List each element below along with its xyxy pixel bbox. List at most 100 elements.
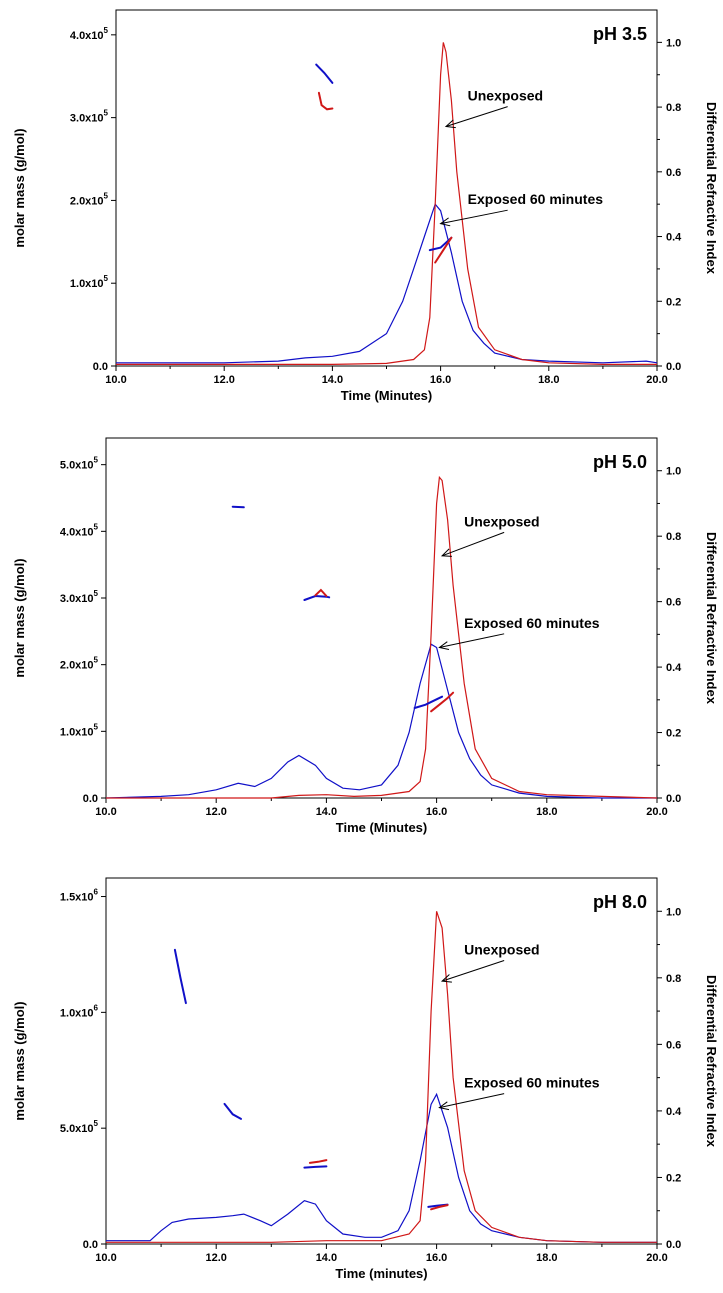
annotation-arrowhead bbox=[440, 548, 452, 557]
exposed-dri-line bbox=[105, 643, 657, 799]
chart-panel-3: 10.0 12.0 14.0 16.0 18.0 20.00.05.0x1051.0x10… bbox=[12, 877, 719, 1281]
y-right-axis-title: Differential Refractive Index bbox=[704, 975, 719, 1148]
annotation-arrowhead bbox=[438, 641, 450, 650]
unexposed-molar-mass-trace bbox=[430, 691, 455, 713]
annotation-arrow-line bbox=[440, 209, 508, 225]
unexposed-molar-mass-trace bbox=[317, 91, 334, 111]
annotation-arrowhead bbox=[439, 217, 451, 227]
x-tick-label: 18.0 bbox=[536, 806, 557, 818]
annotation-arrow-line bbox=[441, 531, 505, 557]
y-left-tick-label: 2.0x105 bbox=[60, 656, 99, 672]
y-right-tick-label: 0.6 bbox=[666, 1039, 681, 1051]
x-tick-label: 16.0 bbox=[426, 806, 447, 818]
chart-panel-2: 10.0 12.0 14.0 16.0 18.0 20.00.01.0x1052.0x10… bbox=[12, 437, 719, 835]
panel-title: pH 3.5 bbox=[593, 24, 647, 44]
x-tick-label: 10.0 bbox=[105, 374, 126, 386]
panel-title: pH 5.0 bbox=[593, 452, 647, 472]
plot-frame bbox=[105, 877, 658, 1245]
y-right-tick-label: 1.0 bbox=[666, 466, 681, 478]
y-left-tick-label: 1.0x105 bbox=[60, 722, 99, 738]
unexposed-molar-mass-trace bbox=[434, 236, 453, 264]
chart-panel-1: 10.0 12.0 14.0 16.0 18.0 20.00.01.0x1052.0x10… bbox=[12, 9, 719, 403]
x-tick-label: 14.0 bbox=[316, 806, 337, 818]
y-right-tick-label: 1.0 bbox=[666, 37, 681, 49]
x-tick-label: 12.0 bbox=[205, 806, 226, 818]
exposed-molar-mass-trace bbox=[303, 1165, 328, 1169]
x-tick-label: 10.0 bbox=[95, 806, 116, 818]
y-right-tick-label: 1.0 bbox=[666, 906, 681, 918]
unexposed-dri-line bbox=[106, 911, 657, 1243]
unexposed-annotation: Unexposed bbox=[464, 942, 539, 958]
x-tick-label: 20.0 bbox=[646, 374, 667, 386]
y-left-tick-label: 4.0x105 bbox=[60, 522, 99, 538]
y-left-tick-label: 1.5x106 bbox=[60, 888, 99, 904]
y-right-tick-label: 0.4 bbox=[666, 1106, 682, 1118]
exposed-molar-mass-trace bbox=[303, 594, 331, 601]
exposed-molar-mass-trace bbox=[173, 948, 187, 1005]
x-axis-title: Time (Minutes) bbox=[341, 388, 433, 403]
y-left-tick-label: 0.0 bbox=[83, 1239, 98, 1251]
y-right-tick-label: 0.8 bbox=[666, 102, 681, 114]
y-right-tick-label: 0.0 bbox=[666, 1239, 681, 1251]
x-tick-label: 20.0 bbox=[646, 1252, 667, 1264]
exposed-molar-mass-trace bbox=[413, 695, 444, 709]
y-right-tick-label: 0.0 bbox=[666, 361, 681, 373]
x-tick-label: 14.0 bbox=[316, 1252, 337, 1264]
x-tick-label: 16.0 bbox=[426, 1252, 447, 1264]
y-right-tick-label: 0.2 bbox=[666, 728, 681, 740]
y-left-tick-label: 0.0 bbox=[93, 361, 108, 373]
exposed-annotation: Exposed 60 minutes bbox=[464, 1075, 600, 1091]
x-tick-label: 12.0 bbox=[213, 374, 234, 386]
exposed-molar-mass-trace bbox=[428, 236, 453, 252]
exposed-dri-line bbox=[106, 1092, 657, 1243]
plot-frame bbox=[115, 9, 658, 367]
unexposed-dri-line bbox=[106, 475, 658, 799]
x-tick-label: 18.0 bbox=[538, 374, 559, 386]
y-left-tick-label: 1.0x105 bbox=[70, 274, 109, 290]
unexposed-molar-mass-trace bbox=[308, 1159, 328, 1164]
y-left-tick-label: 2.0x105 bbox=[70, 191, 109, 207]
y-right-tick-label: 0.6 bbox=[666, 597, 681, 609]
y-right-tick-label: 0.8 bbox=[666, 973, 681, 985]
annotation-arrowhead bbox=[438, 1101, 450, 1111]
unexposed-dri-line bbox=[116, 42, 657, 365]
y-left-axis-title: molar mass (g/mol) bbox=[12, 558, 27, 677]
unexposed-molar-mass-trace bbox=[430, 1204, 449, 1211]
y-left-tick-label: 3.0x105 bbox=[70, 109, 109, 125]
exposed-molar-mass-trace bbox=[315, 63, 334, 84]
annotation-arrow-line bbox=[445, 106, 508, 127]
annotation-arrowhead bbox=[444, 119, 456, 129]
annotation-arrow-line bbox=[439, 633, 505, 648]
y-left-tick-label: 1.0x106 bbox=[60, 1003, 99, 1019]
exposed-molar-mass-trace bbox=[223, 1102, 242, 1120]
y-left-tick-label: 5.0x105 bbox=[60, 1119, 99, 1135]
panel-title: pH 8.0 bbox=[593, 892, 647, 912]
y-right-axis-title: Differential Refractive Index bbox=[704, 532, 719, 705]
y-right-tick-label: 0.4 bbox=[666, 232, 682, 244]
x-tick-label: 20.0 bbox=[646, 806, 667, 818]
x-tick-label: 10.0 bbox=[95, 1252, 116, 1264]
x-tick-label: 16.0 bbox=[430, 374, 451, 386]
x-tick-label: 12.0 bbox=[205, 1252, 226, 1264]
annotation-arrowhead bbox=[440, 974, 452, 983]
unexposed-annotation: Unexposed bbox=[464, 513, 539, 529]
y-left-tick-label: 0.0 bbox=[83, 793, 98, 805]
annotation-arrow-line bbox=[441, 960, 505, 982]
x-tick-label: 14.0 bbox=[322, 374, 343, 386]
y-left-tick-label: 3.0x105 bbox=[60, 589, 99, 605]
exposed-annotation: Exposed 60 minutes bbox=[464, 615, 600, 631]
y-right-tick-label: 0.8 bbox=[666, 531, 681, 543]
y-left-tick-label: 4.0x105 bbox=[70, 26, 109, 42]
unexposed-annotation: Unexposed bbox=[468, 88, 543, 104]
y-left-axis-title: molar mass (g/mol) bbox=[12, 128, 27, 247]
x-axis-title: Time (minutes) bbox=[335, 1266, 427, 1281]
exposed-molar-mass-trace bbox=[231, 505, 245, 509]
exposed-dri-line bbox=[116, 202, 658, 364]
y-left-axis-title: molar mass (g/mol) bbox=[12, 1001, 27, 1120]
y-right-tick-label: 0.0 bbox=[666, 793, 681, 805]
x-axis-title: Time (Minutes) bbox=[336, 820, 428, 835]
annotation-arrow-line bbox=[439, 1093, 505, 1109]
x-tick-label: 18.0 bbox=[536, 1252, 557, 1264]
